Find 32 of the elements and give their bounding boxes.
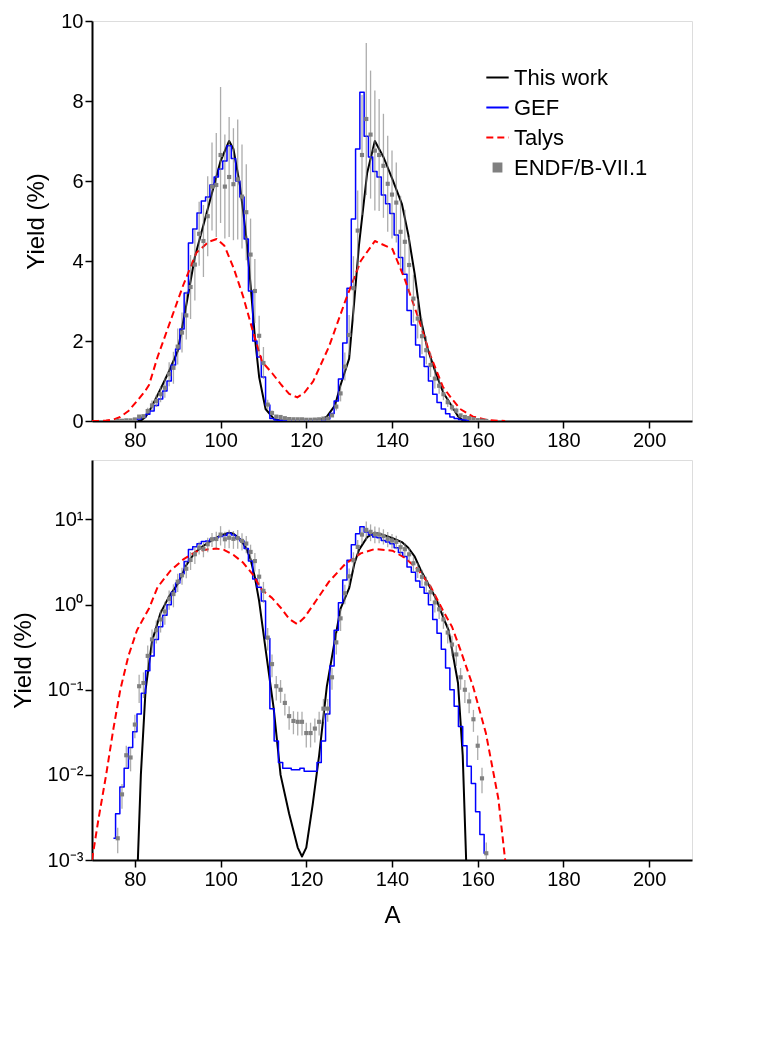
y-tick-label: 10¹ — [54, 508, 84, 530]
legend-label: ENDF/B-VII.1 — [514, 154, 648, 180]
y-tick-label: 10 — [61, 9, 84, 32]
legend-label: GEF — [514, 94, 560, 120]
y-tick-label: 10⁻¹ — [47, 678, 84, 701]
x-tick-label: 200 — [632, 867, 667, 890]
y-tick-label: 4 — [72, 249, 84, 272]
x-tick-label: 120 — [290, 428, 324, 451]
x-tick-label: 80 — [124, 867, 147, 890]
x-tick-label: 160 — [461, 867, 495, 890]
y-tick-label: 10⁰ — [54, 593, 84, 616]
y-axis-title: Yield (%) — [8, 612, 36, 709]
y-tick-label: 8 — [72, 89, 84, 112]
x-tick-label: 200 — [632, 428, 667, 451]
x-tick-label: 100 — [204, 867, 238, 890]
x-tick-label: 180 — [547, 428, 581, 451]
x-tick-label: 80 — [124, 428, 147, 451]
x-tick-label: 160 — [461, 428, 495, 451]
y-tick-label: 6 — [72, 169, 84, 192]
legend-label: Talys — [514, 124, 565, 150]
y-tick-label: 2 — [72, 329, 84, 352]
legend-label: This work — [514, 64, 610, 90]
y-tick-label: 0 — [72, 409, 84, 432]
x-tick-label: 140 — [375, 428, 410, 451]
y-tick-label: 10⁻² — [47, 763, 84, 786]
y-axis-title: Yield (%) — [22, 173, 50, 270]
x-axis-title: A — [384, 900, 401, 928]
x-tick-label: 120 — [290, 867, 324, 890]
x-tick-label: 100 — [204, 428, 238, 451]
x-tick-label: 180 — [547, 867, 581, 890]
y-tick-label: 10⁻³ — [47, 848, 84, 871]
x-tick-label: 140 — [375, 867, 410, 890]
